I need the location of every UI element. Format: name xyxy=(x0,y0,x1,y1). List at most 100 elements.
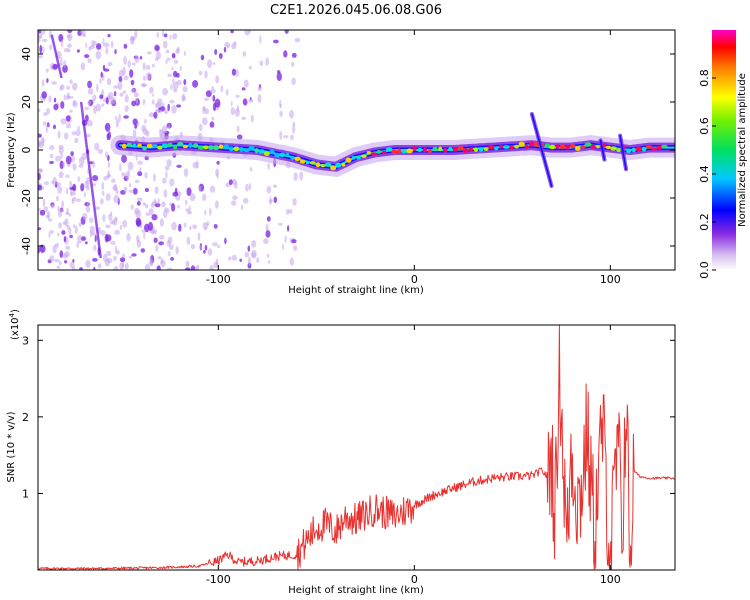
noise-speckle xyxy=(197,232,201,241)
noise-speckle xyxy=(248,65,252,70)
y-tick-label: 0 xyxy=(20,147,33,154)
x-tick-label: -100 xyxy=(206,573,231,586)
noise-speckle xyxy=(149,259,154,267)
noise-speckle xyxy=(121,172,126,177)
colorbar-tick-label: 0.4 xyxy=(698,165,711,183)
noise-speckle xyxy=(38,55,44,59)
x-tick-label: 100 xyxy=(600,573,621,586)
noise-speckle xyxy=(111,97,116,105)
noise-speckle xyxy=(54,258,60,263)
noise-speckle xyxy=(202,105,206,115)
ridge-hotspot xyxy=(443,148,448,153)
noise-speckle xyxy=(160,258,164,265)
noise-speckle xyxy=(236,125,240,133)
noise-speckle xyxy=(108,213,113,221)
noise-speckle xyxy=(38,30,42,34)
noise-speckle xyxy=(218,53,223,59)
noise-speckle xyxy=(124,94,129,103)
noise-speckle xyxy=(198,70,203,76)
noise-speckle xyxy=(106,78,112,86)
noise-speckle xyxy=(153,237,158,243)
ridge-hotspot xyxy=(452,147,459,152)
noise-speckle xyxy=(273,39,279,44)
noise-speckle xyxy=(38,108,41,113)
ridge-hotspot xyxy=(406,148,413,154)
noise-speckle xyxy=(154,45,160,51)
ridge-hotspot xyxy=(645,145,653,149)
noise-speckle xyxy=(243,79,249,88)
noise-speckle xyxy=(263,238,269,245)
ridge-hotspot xyxy=(397,148,402,154)
y-tick-label: 3 xyxy=(22,334,29,347)
noise-speckle xyxy=(53,124,56,130)
noise-speckle xyxy=(183,168,189,177)
noise-speckle xyxy=(167,73,172,78)
noise-speckle xyxy=(115,119,119,128)
noise-speckle xyxy=(167,236,173,244)
figure-title: C2E1.2026.045.06.08.G06 xyxy=(270,3,442,18)
noise-speckle xyxy=(56,182,61,187)
snr-plot-area xyxy=(38,325,675,570)
noise-speckle xyxy=(93,244,97,252)
noise-speckle xyxy=(163,108,169,115)
colorbar-tick-label: 0.2 xyxy=(698,213,711,231)
noise-speckle xyxy=(198,185,202,193)
noise-speckle xyxy=(105,47,109,55)
noise-speckle xyxy=(163,33,168,38)
noise-speckle xyxy=(42,121,47,126)
colorbar-tick-label: 0.6 xyxy=(698,117,711,135)
noise-speckle xyxy=(49,255,55,262)
noise-speckle xyxy=(59,160,64,170)
noise-speckle xyxy=(196,264,200,270)
noise-speckle xyxy=(56,265,61,269)
snr-series-line xyxy=(38,325,675,570)
ridge-hotspot xyxy=(320,164,326,168)
noise-speckle xyxy=(124,262,129,270)
noise-speckle xyxy=(63,236,67,243)
noise-speckle xyxy=(96,83,99,93)
colorbar-tick-label: 0.0 xyxy=(698,261,711,279)
noise-speckle xyxy=(279,131,283,140)
ridge-hotspot xyxy=(243,148,250,153)
noise-speckle xyxy=(266,185,272,194)
noise-speckle xyxy=(178,223,182,232)
noise-speckle xyxy=(139,167,142,172)
noise-speckle xyxy=(282,243,284,251)
ridge-hotspot xyxy=(386,147,393,152)
noise-speckle xyxy=(66,34,71,39)
noise-speckle xyxy=(248,30,251,34)
noise-speckle xyxy=(185,208,189,212)
noise-speckle xyxy=(44,181,50,186)
ridge-hotspot xyxy=(524,144,530,149)
ridge-hotspot xyxy=(324,162,332,167)
noise-speckle xyxy=(85,114,89,122)
y-tick-label: 1 xyxy=(22,487,29,500)
noise-speckle xyxy=(97,263,102,269)
noise-speckle xyxy=(212,242,218,247)
noise-speckle xyxy=(47,122,50,128)
noise-speckle xyxy=(249,167,253,172)
noise-speckle xyxy=(182,86,188,93)
noise-speckle xyxy=(64,218,69,228)
ridge-hotspot xyxy=(584,142,592,147)
noise-speckle xyxy=(101,190,105,196)
noise-speckle xyxy=(169,178,175,187)
noise-speckle xyxy=(46,107,51,115)
noise-speckle xyxy=(72,82,78,91)
noise-speckle xyxy=(166,57,171,61)
noise-speckle xyxy=(95,206,100,211)
noise-speckle xyxy=(157,198,160,204)
noise-speckle xyxy=(102,253,108,263)
ridge-hotspot xyxy=(341,162,346,167)
noise-speckle xyxy=(142,202,147,206)
snr-x-label: Height of straight line (km) xyxy=(288,585,424,596)
noise-speckle xyxy=(141,124,147,132)
noise-speckle xyxy=(93,41,97,46)
noise-speckle xyxy=(169,244,174,251)
noise-speckle xyxy=(65,187,69,195)
noise-speckle xyxy=(119,163,122,172)
noise-speckle xyxy=(250,114,254,123)
ridge-hotspot xyxy=(269,149,275,155)
noise-speckle xyxy=(70,191,76,196)
noise-speckle xyxy=(84,54,90,59)
